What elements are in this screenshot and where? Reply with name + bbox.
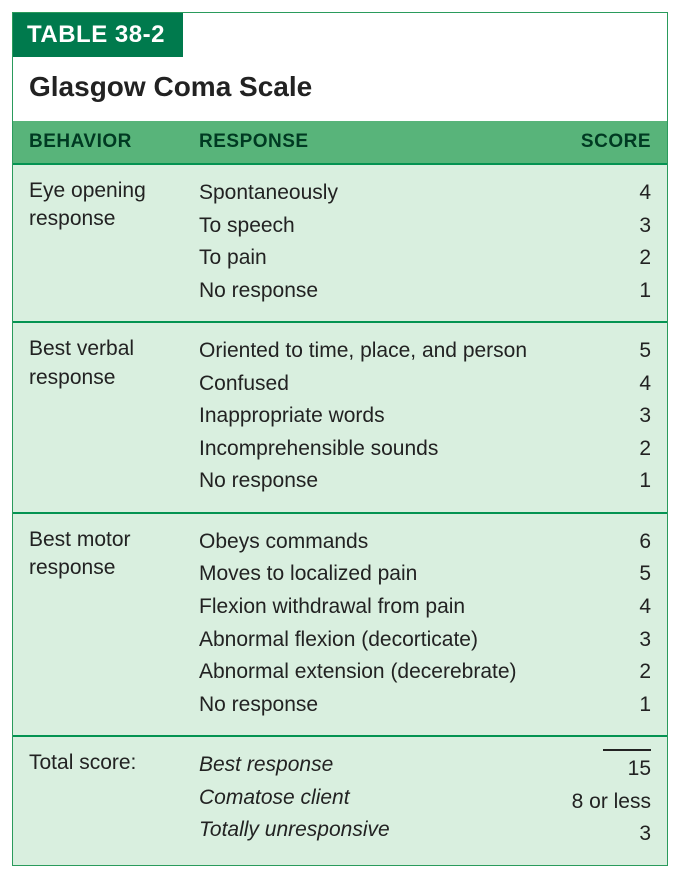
response-list: Spontaneously To speech To pain No respo…	[199, 177, 541, 307]
behavior-label: Best motor response	[29, 526, 199, 721]
response-list: Oriented to time, place, and person Conf…	[199, 335, 541, 498]
total-score-item: 15	[541, 753, 651, 786]
behavior-line: Eye opening	[29, 179, 146, 202]
total-label: Total score:	[29, 749, 199, 851]
response-item: No response	[199, 465, 541, 498]
score-list: 5 4 3 2 1	[541, 335, 651, 498]
response-item: Moves to localized pain	[199, 558, 541, 591]
column-header-behavior: BEHAVIOR	[29, 131, 199, 153]
score-list: 4 3 2 1	[541, 177, 651, 307]
section-eye-opening: Eye opening response Spontaneously To sp…	[13, 163, 667, 321]
score-item: 2	[541, 433, 651, 466]
score-item: 2	[541, 656, 651, 689]
response-list: Obeys commands Moves to localized pain F…	[199, 526, 541, 721]
total-response-item: Comatose client	[199, 782, 541, 815]
table-number-tab: TABLE 38-2	[13, 13, 183, 57]
response-item: Flexion withdrawal from pain	[199, 591, 541, 624]
behavior-label: Eye opening response	[29, 177, 199, 307]
total-score-item: 3	[541, 818, 651, 851]
response-item: Incomprehensible sounds	[199, 433, 541, 466]
score-item: 1	[541, 689, 651, 722]
section-best-verbal: Best verbal response Oriented to time, p…	[13, 321, 667, 512]
column-header-response: RESPONSE	[199, 131, 541, 153]
response-item: No response	[199, 689, 541, 722]
total-score-list: 15 8 or less 3	[541, 749, 651, 851]
score-item: 3	[541, 400, 651, 433]
score-item: 3	[541, 624, 651, 657]
gcs-table: TABLE 38-2 Glasgow Coma Scale BEHAVIOR R…	[12, 12, 668, 866]
total-score-item: 8 or less	[541, 786, 651, 819]
response-item: Abnormal extension (decerebrate)	[199, 656, 541, 689]
score-item: 6	[541, 526, 651, 559]
score-rule-icon	[603, 749, 651, 751]
score-item: 1	[541, 275, 651, 308]
behavior-label: Best verbal response	[29, 335, 199, 498]
behavior-line: Best verbal	[29, 337, 134, 360]
section-total-score: Total score: Best response Comatose clie…	[13, 735, 667, 865]
score-item: 3	[541, 210, 651, 243]
behavior-line: response	[29, 366, 115, 389]
score-item: 4	[541, 591, 651, 624]
response-item: Obeys commands	[199, 526, 541, 559]
score-list: 6 5 4 3 2 1	[541, 526, 651, 721]
behavior-line: response	[29, 207, 115, 230]
response-item: Oriented to time, place, and person	[199, 335, 541, 368]
total-response-item: Best response	[199, 749, 541, 782]
score-item: 2	[541, 242, 651, 275]
column-header-score: SCORE	[541, 131, 651, 153]
response-item: No response	[199, 275, 541, 308]
total-response-list: Best response Comatose client Totally un…	[199, 749, 541, 851]
score-item: 1	[541, 465, 651, 498]
response-item: Inappropriate words	[199, 400, 541, 433]
section-best-motor: Best motor response Obeys commands Moves…	[13, 512, 667, 735]
column-header-row: BEHAVIOR RESPONSE SCORE	[13, 121, 667, 163]
score-item: 5	[541, 335, 651, 368]
response-item: Abnormal flexion (decorticate)	[199, 624, 541, 657]
response-item: To speech	[199, 210, 541, 243]
behavior-line: response	[29, 556, 115, 579]
response-item: Confused	[199, 368, 541, 401]
response-item: Spontaneously	[199, 177, 541, 210]
score-item: 5	[541, 558, 651, 591]
behavior-line: Best motor	[29, 528, 131, 551]
response-item: To pain	[199, 242, 541, 275]
table-title: Glasgow Coma Scale	[13, 57, 667, 121]
score-item: 4	[541, 177, 651, 210]
score-item: 4	[541, 368, 651, 401]
total-response-item: Totally unresponsive	[199, 814, 541, 847]
